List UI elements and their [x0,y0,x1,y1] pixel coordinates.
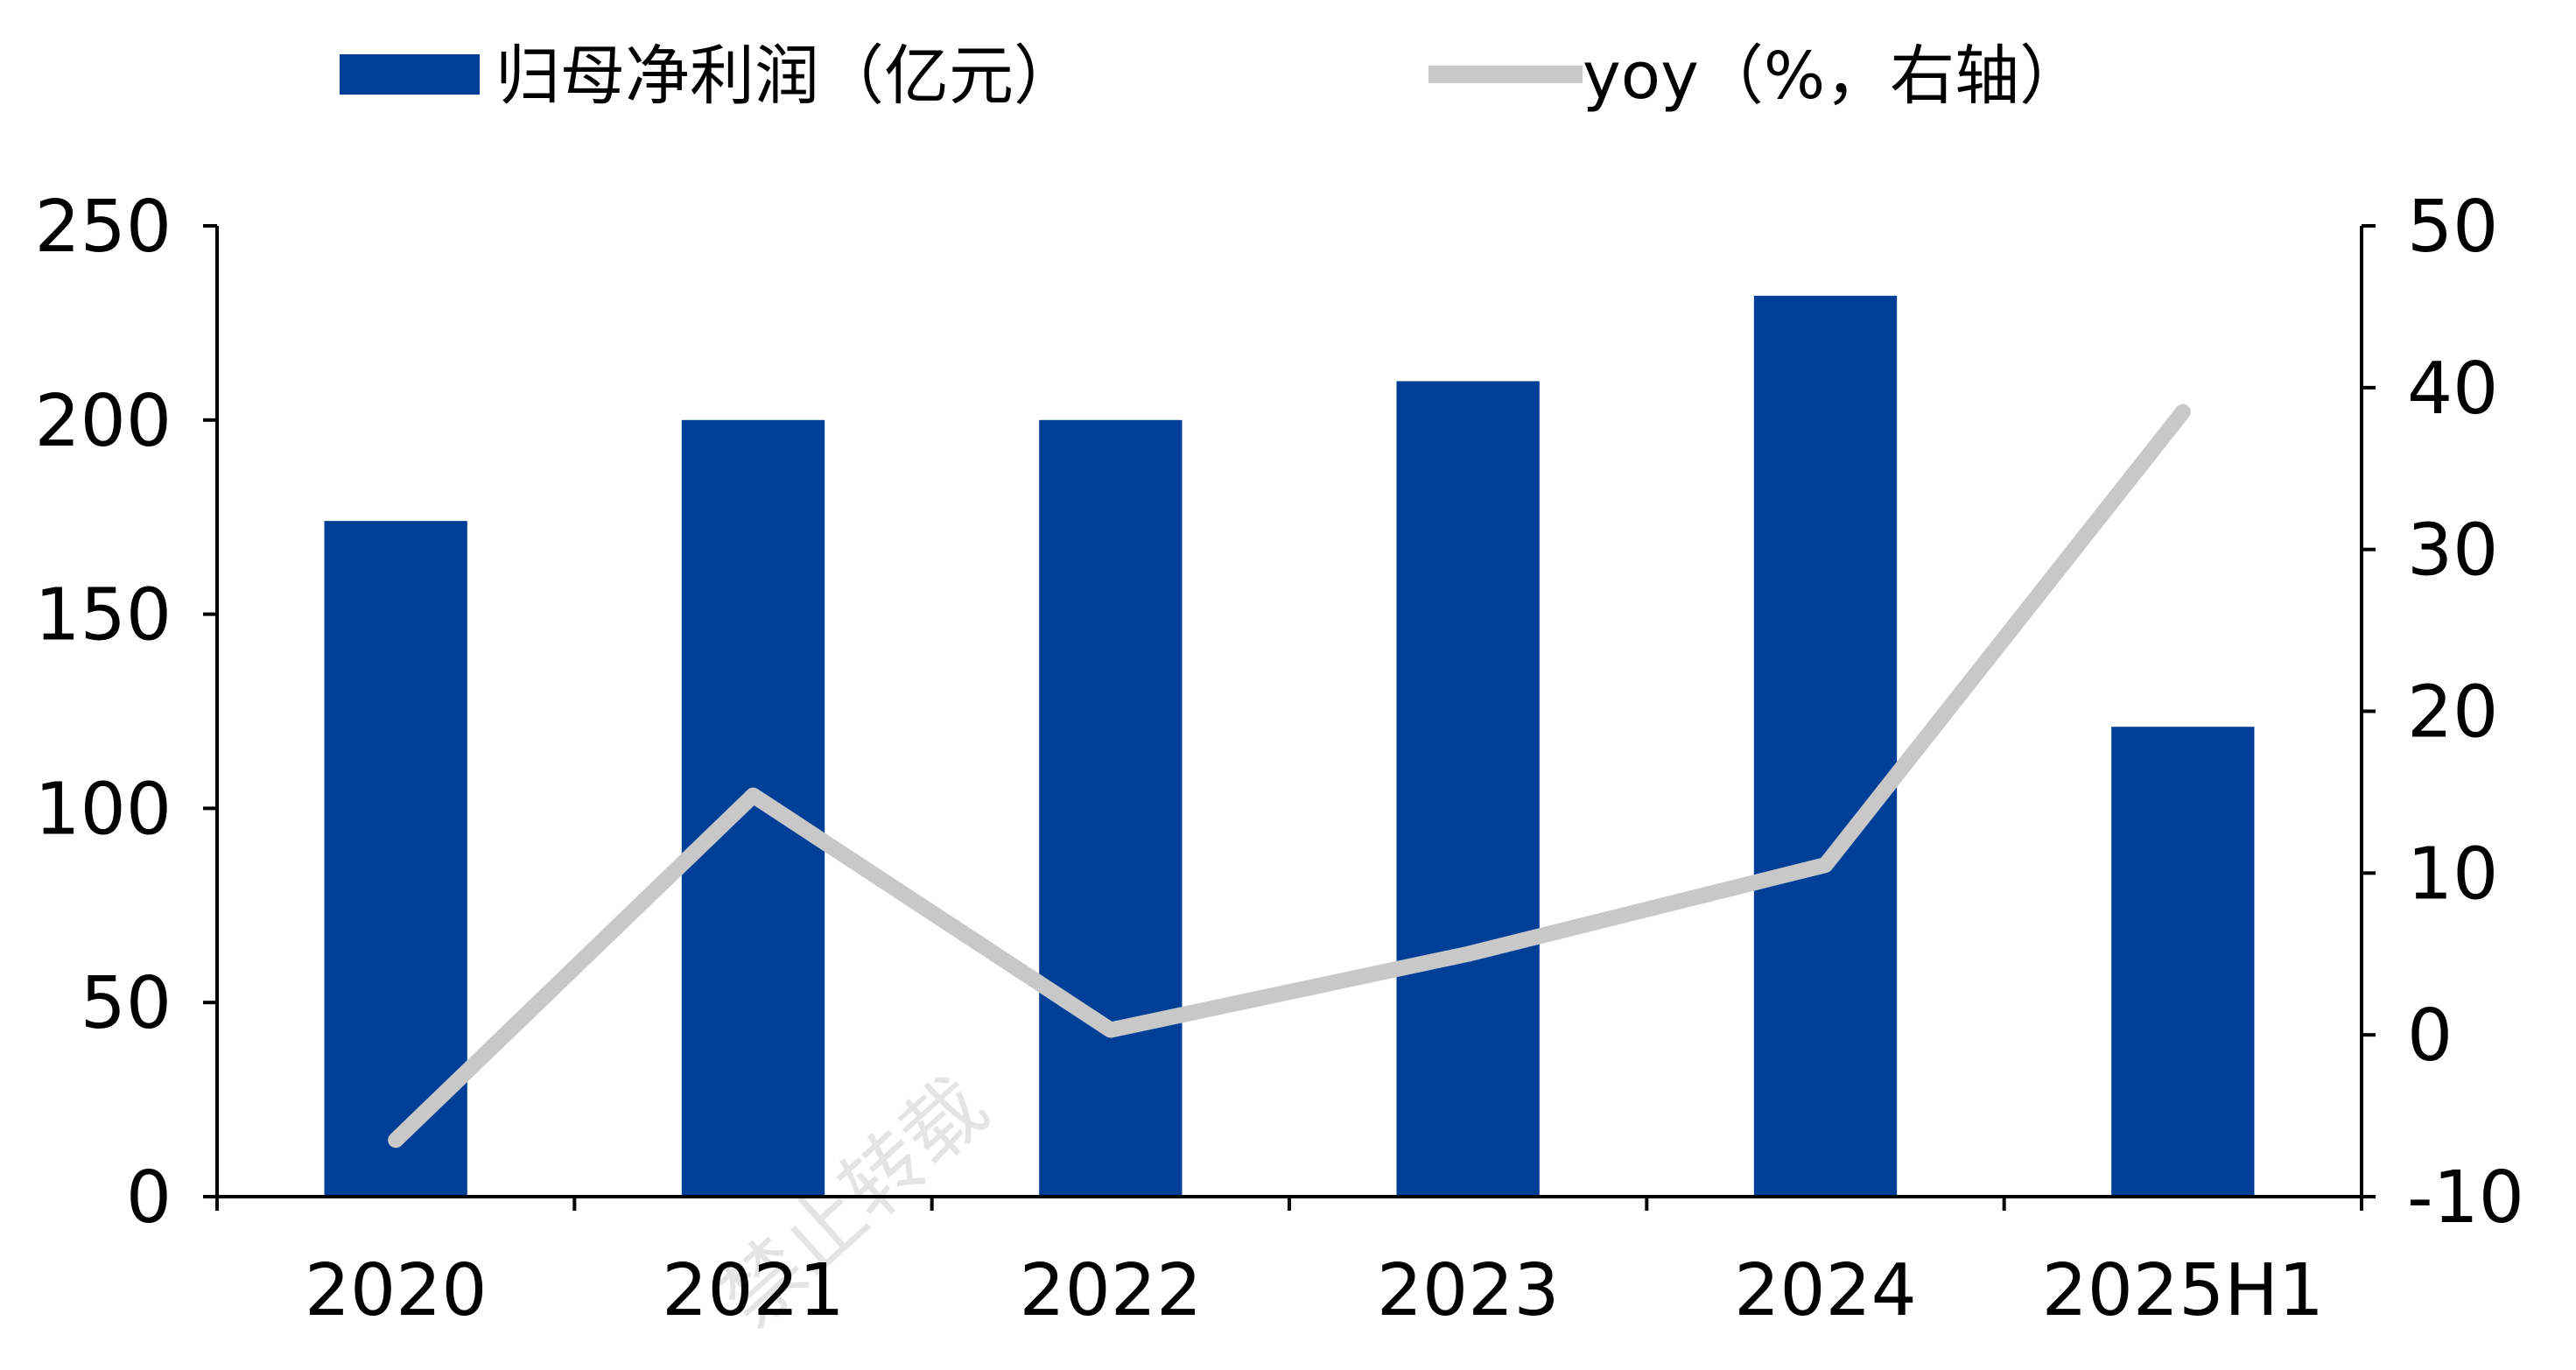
line-series [388,404,2191,1149]
x-tick-label: 2022 [1019,1249,1202,1332]
y-right-tick-label: -10 [2407,1156,2524,1240]
yoy-point-2024 [1824,864,1827,867]
x-tick-label: 2020 [305,1249,488,1332]
y-left-tick-label: 50 [81,962,172,1045]
yoy-point-2022 [1109,1029,1112,1031]
axes [203,224,2376,1211]
y-left-tick-label: 0 [126,1156,172,1240]
x-tick-label: 2021 [662,1249,845,1332]
y-right-tick-label: 20 [2407,671,2498,755]
tick-labels: 0 50 100 150 200 250 -10 0 10 20 30 40 50 2020 2021 202… [34,186,2523,1332]
x-tick-label: 2023 [1377,1249,1560,1332]
bar-2023 [1396,381,1540,1197]
yoy-point-2025H1 [2181,411,2184,413]
x-tick-label: 2025H1 [2042,1249,2325,1332]
y-right-tick-label: 40 [2407,348,2498,431]
y-right-tick-label: 50 [2407,186,2498,269]
yoy-point-2023 [1467,952,1470,955]
y-left-tick-label: 150 [34,574,172,657]
y-right-tick-label: 0 [2407,994,2453,1078]
legend-bar-swatch [340,54,480,95]
x-tick-label: 2024 [1734,1249,1917,1332]
legend-bar-label: 归母净利润（亿元） [495,39,1078,114]
bar-2024 [1753,295,1898,1197]
yoy-point-2021 [752,794,755,797]
y-left-tick-label: 200 [34,380,172,463]
bar-2021 [681,419,825,1197]
bar-2025H1 [2111,727,2255,1197]
legend-line-label: yoy（%，右轴） [1583,39,2084,114]
bar-2022 [1039,419,1183,1197]
legend: 归母净利润（亿元） yoy（%，右轴） [340,39,2084,114]
bar-series [324,295,2255,1197]
y-right-tick-label: 30 [2407,509,2498,593]
y-right-tick-label: 10 [2407,833,2498,916]
yoy-line [388,404,2191,1149]
y-left-tick-label: 100 [34,768,172,851]
yoy-point-2020 [395,1139,397,1142]
y-left-tick-label: 250 [34,186,172,269]
